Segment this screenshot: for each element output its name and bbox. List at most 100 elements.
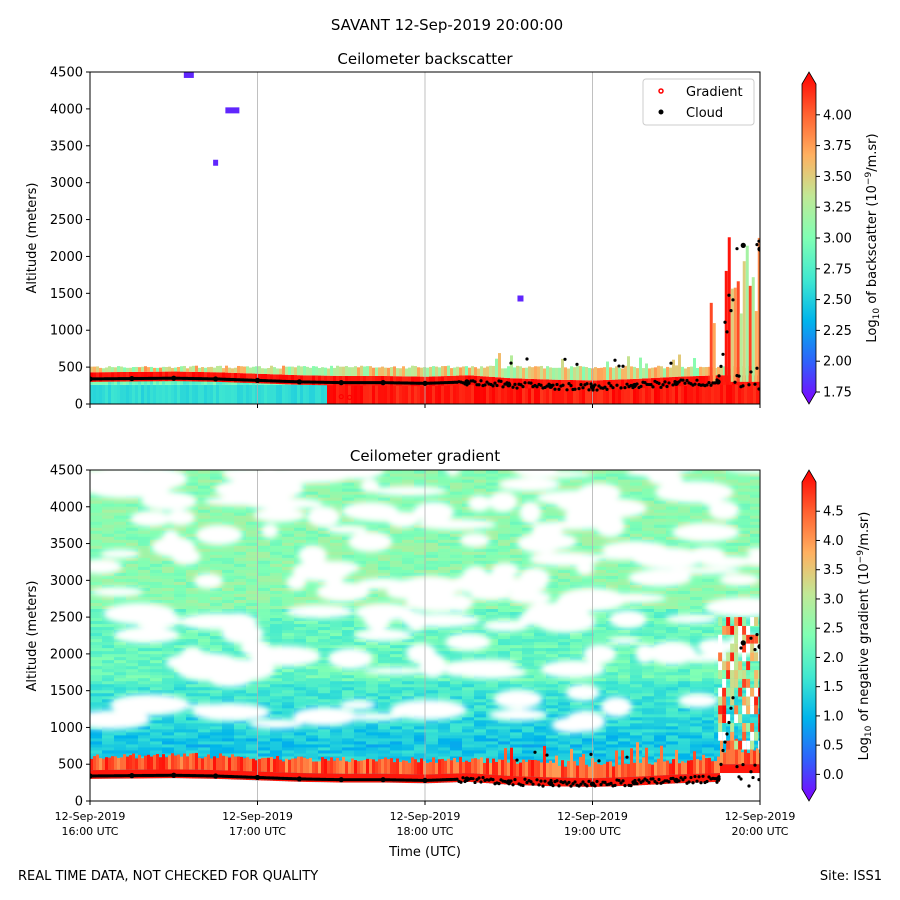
cloud-base-point: [573, 387, 577, 391]
cloud-base-point: [499, 379, 503, 383]
cloud-base-point: [667, 780, 671, 784]
colorbar-tick-label: 1.75: [823, 386, 852, 401]
cloud-base-point: [747, 784, 751, 788]
cloud-base-point: [755, 633, 759, 637]
cloud-base-point: [595, 388, 599, 392]
cloud-base-point: [751, 775, 755, 780]
cloud-base-point: [471, 777, 475, 781]
cloud-base-point: [741, 384, 745, 388]
y-tick-label: 4000: [50, 500, 83, 515]
cloud-base-point: [735, 765, 739, 769]
colorbar-tick-label: 2.50: [823, 293, 852, 308]
cloud-base-point: [511, 385, 515, 389]
cloud-base-point: [525, 780, 529, 785]
cloud-base-point: [555, 779, 559, 783]
cloud-marker: [589, 384, 596, 390]
colorbar-tick-label: 3.00: [823, 232, 852, 247]
cloud-marker: [380, 380, 386, 386]
cloud-base-point: [611, 386, 615, 390]
cloud-base-point: [693, 382, 697, 386]
cloud-base-point: [513, 382, 517, 386]
cloud-base-point: [481, 775, 485, 780]
cloud-base-point: [701, 774, 705, 778]
cloud-base-point: [497, 782, 501, 786]
cloud-base-point: [529, 780, 533, 784]
cloud-base-point: [523, 381, 527, 385]
y-tick-label: 1000: [50, 324, 83, 339]
cloud-base-point: [725, 330, 729, 334]
gradient-title: Ceilometer gradient: [350, 447, 500, 465]
cloud-base-point: [749, 636, 753, 640]
backscatter-markers: [90, 239, 760, 400]
x-tick-label-date: 12-Sep-2019: [725, 810, 796, 823]
cloud-base-point: [625, 755, 629, 759]
cloud-base-point: [479, 379, 483, 383]
cloud-base-point: [629, 383, 633, 388]
x-tick-label-time: 19:00 UTC: [564, 825, 621, 838]
cloud-base-point: [695, 779, 699, 783]
x-tick-label-date: 12-Sep-2019: [55, 810, 126, 823]
cloud-base-point: [473, 380, 477, 384]
cloud-base-point: [695, 378, 699, 382]
y-tick-label: 2000: [50, 250, 83, 265]
y-tick-label: 2500: [50, 213, 83, 228]
legend-cloud-marker: [658, 109, 664, 115]
cloud-base-point: [705, 383, 709, 387]
colorbar-tick-label: 2.5: [823, 622, 844, 637]
cloud-base-point: [493, 381, 497, 385]
gradient-colorbar-label: Log10 of negative gradient (10−9/m.sr): [856, 512, 874, 761]
cloud-base-point: [691, 781, 695, 785]
y-tick-label: 3500: [50, 139, 83, 154]
legend-gradient-marker: [658, 88, 664, 94]
cloud-base-point: [735, 247, 739, 251]
cloud-base-point: [617, 778, 621, 783]
backscatter-panel: Ceilometer backscatter 0 500 1000 1500 2000 2…: [25, 50, 882, 413]
colorbar-tick-label: 2.25: [823, 324, 852, 339]
cloud-base-point: [567, 382, 571, 386]
cloud-base-point: [717, 374, 721, 378]
colorbar-tick-label: 3.0: [823, 592, 844, 607]
figure-suptitle: SAVANT 12-Sep-2019 20:00:00: [331, 16, 563, 34]
x-tick-label-date: 12-Sep-2019: [390, 810, 461, 823]
cloud-base-point: [697, 775, 701, 779]
gradient-panel: Ceilometer gradient 0 500 1000 1500 2000 2500…: [25, 447, 874, 860]
cloud-marker: [464, 379, 470, 385]
cloud-base-point: [543, 779, 547, 783]
cloud-base-point: [663, 380, 667, 384]
cloud-base-point: [557, 387, 561, 391]
gradient-y-axis-label: Altitude (meters): [25, 581, 40, 692]
cloud-marker: [506, 382, 512, 388]
cloud-base-point: [749, 770, 753, 774]
cloud-base-point: [479, 780, 483, 784]
cloud-marker: [347, 394, 353, 400]
colorbar-tick-label: 4.00: [823, 108, 852, 123]
colorbar-tick-label: 2.0: [823, 651, 844, 666]
cloud-base-point: [617, 364, 621, 368]
cloud-base-point: [733, 380, 737, 384]
cloud-base-point: [753, 763, 757, 767]
cloud-base-point: [529, 381, 533, 385]
cloud-base-point: [757, 778, 760, 782]
cloud-base-point: [535, 778, 539, 782]
cloud-base-point: [621, 364, 625, 368]
cloud-base-point: [641, 779, 645, 783]
cloud-base-point: [585, 784, 589, 788]
cloud-base-point: [699, 781, 703, 785]
cloud-base-point: [723, 740, 727, 744]
cloud-marker: [589, 781, 596, 787]
cloud-marker: [338, 777, 344, 783]
cloud-base-point: [587, 388, 591, 392]
cloud-base-point: [599, 782, 603, 787]
cloud-base-point: [725, 732, 729, 736]
cloud-base-point: [685, 378, 689, 383]
cloud-base-point: [553, 387, 557, 391]
cloud-base-point: [731, 696, 735, 700]
backscatter-gridlines: [257, 72, 593, 404]
colorbar-tick-label: 0.5: [823, 739, 844, 754]
legend-cloud-label: Cloud: [686, 106, 723, 121]
cloud-base-point: [581, 780, 585, 784]
y-tick-label: 2500: [50, 611, 83, 626]
cloud-base-point: [545, 384, 549, 388]
cloud-marker: [422, 380, 428, 386]
